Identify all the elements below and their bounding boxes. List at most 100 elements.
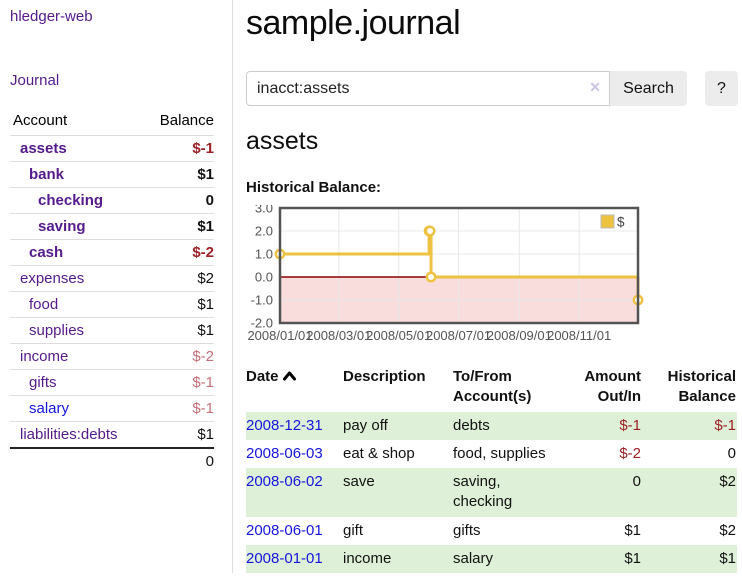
account-link-salary[interactable]: salary bbox=[29, 400, 70, 417]
svg-text:1.0: 1.0 bbox=[255, 247, 273, 262]
column-date[interactable]: Date bbox=[246, 366, 343, 412]
account-balance: $1 bbox=[197, 218, 214, 235]
svg-text:$: $ bbox=[617, 215, 625, 230]
svg-text:0.0: 0.0 bbox=[255, 270, 273, 285]
register-balance-cell: $1 bbox=[642, 544, 737, 573]
account-row: liabilities:debts $1 bbox=[10, 421, 214, 447]
account-row: bank $1 bbox=[10, 161, 214, 187]
account-link-gifts[interactable]: gifts bbox=[29, 374, 57, 391]
register-balance-cell: $2 bbox=[719, 521, 736, 539]
accounts-table-header: Account Balance bbox=[10, 110, 214, 135]
accounts-table: Account Balance assets $-1 bank $1 checking 0… bbox=[10, 110, 214, 474]
account-row: assets $-1 bbox=[10, 135, 214, 161]
account-link-assets[interactable]: assets bbox=[20, 140, 67, 157]
register-date-link[interactable]: 2008-06-01 bbox=[246, 521, 323, 539]
account-balance: $-1 bbox=[192, 140, 214, 157]
account-balance: $1 bbox=[197, 322, 214, 339]
account-row: food $1 bbox=[10, 291, 214, 317]
register-table: Date Description To/From Account(s) Amou… bbox=[246, 366, 737, 573]
register-date-cell: 2008-12-31 bbox=[246, 411, 343, 440]
register-description-cell: pay off bbox=[343, 411, 453, 440]
register-description-cell: income bbox=[343, 544, 453, 573]
svg-text:-2.0: -2.0 bbox=[251, 316, 273, 331]
account-link-food[interactable]: food bbox=[29, 296, 59, 313]
account-balance: $-1 bbox=[192, 400, 214, 417]
register-description-cell: save bbox=[343, 468, 453, 517]
column-accounts: To/From Account(s) bbox=[453, 368, 532, 406]
chart-svg: 3.0 2.0 1.0 0.0 -1.0 -2.02008/01/012008/03/01… bbox=[247, 201, 644, 343]
register-date-link[interactable]: 2008-06-02 bbox=[246, 473, 323, 490]
account-balance: $1 bbox=[197, 426, 214, 443]
register-amount-cell: $-2 bbox=[619, 444, 641, 462]
register-table-body: 2008-12-31 pay off debts $-1 $-1 2008-06-03 ea… bbox=[246, 411, 737, 573]
account-link-liabilities-debts[interactable]: liabilities:debts bbox=[20, 426, 118, 443]
account-balance: $1 bbox=[197, 296, 214, 313]
clear-search-icon[interactable]: ✕ bbox=[589, 79, 601, 95]
chart-title: Historical Balance: bbox=[246, 179, 382, 196]
register-row: 2008-06-01 gift gifts $1 $2 bbox=[246, 517, 737, 545]
account-balance: $-2 bbox=[192, 348, 214, 365]
svg-text:-1.0: -1.0 bbox=[251, 293, 273, 308]
account-link-cash[interactable]: cash bbox=[29, 244, 64, 261]
register-balance-cell: $-1 bbox=[642, 411, 737, 440]
register-amount-cell: $1 bbox=[563, 544, 642, 573]
register-date-cell: 2008-06-01 bbox=[246, 517, 343, 545]
historical-balance-chart: 3.0 2.0 1.0 0.0 -1.0 -2.0 2008/01/01 2008/03/01… bbox=[246, 201, 739, 351]
account-balance: $1 bbox=[197, 166, 214, 183]
svg-text:2008/05/01: 2008/05/01 bbox=[366, 328, 431, 343]
register-row: 2008-06-02 save saving, checking 0 $2 bbox=[246, 468, 737, 517]
register-accounts-cell: salary bbox=[453, 544, 563, 573]
register-amount-cell: 0 bbox=[563, 468, 642, 517]
account-link-expenses[interactable]: expenses bbox=[20, 270, 85, 287]
brand-link[interactable]: hledger-web bbox=[10, 8, 93, 25]
column-description: Description bbox=[343, 368, 426, 385]
register-accounts-cell: saving, checking bbox=[453, 468, 563, 517]
account-link-bank[interactable]: bank bbox=[29, 166, 65, 183]
sidebar-item-journal[interactable]: Journal bbox=[10, 72, 60, 89]
search-input[interactable] bbox=[246, 71, 610, 106]
register-date-cell: 2008-06-03 bbox=[246, 440, 343, 468]
account-row: income $-2 bbox=[10, 343, 214, 369]
register-balance-cell: 0 bbox=[727, 444, 736, 462]
register-balance-cell: $2 bbox=[642, 468, 737, 517]
account-link-checking[interactable]: checking bbox=[38, 192, 104, 209]
search-input-wrap: ✕ bbox=[246, 71, 610, 106]
account-row: cash $-2 bbox=[10, 239, 214, 265]
register-date-link[interactable]: 2008-01-01 bbox=[246, 549, 323, 567]
register-row: 2008-01-01 income salary $1 $1 bbox=[246, 544, 737, 573]
column-balance: Historical Balance bbox=[667, 368, 736, 406]
main-content: sample.journal ✕ Search ? assets Histori… bbox=[233, 0, 742, 573]
account-balance: $2 bbox=[197, 270, 214, 287]
register-amount-cell: $1 bbox=[624, 521, 641, 539]
search-button[interactable]: Search bbox=[610, 71, 687, 106]
svg-text:2.0: 2.0 bbox=[255, 224, 273, 239]
register-date-link[interactable]: 2008-12-31 bbox=[246, 416, 323, 434]
help-button[interactable]: ? bbox=[705, 71, 738, 106]
sort-ascending-icon bbox=[282, 371, 296, 381]
column-amount: Amount Out/In bbox=[584, 368, 641, 406]
account-link-income[interactable]: income bbox=[20, 348, 69, 365]
account-heading: assets bbox=[246, 127, 319, 155]
account-balance: $-1 bbox=[192, 374, 214, 391]
account-link-supplies[interactable]: supplies bbox=[29, 322, 85, 339]
register-amount-cell: $-1 bbox=[563, 411, 642, 440]
account-row: checking 0 bbox=[10, 187, 214, 213]
account-balance: 0 bbox=[205, 192, 214, 209]
register-description-cell: gift bbox=[343, 521, 364, 539]
register-description-cell: eat & shop bbox=[343, 444, 415, 462]
register-row: 2008-12-31 pay off debts $-1 $-1 bbox=[246, 411, 737, 440]
accounts-table-body: assets $-1 bank $1 checking 0 saving $1 cash $-2 e… bbox=[10, 135, 214, 447]
account-row: salary $-1 bbox=[10, 395, 214, 421]
svg-text:2008/09/01: 2008/09/01 bbox=[487, 328, 552, 343]
account-row: gifts $-1 bbox=[10, 369, 214, 395]
register-date-link[interactable]: 2008-06-03 bbox=[246, 444, 323, 462]
accounts-column-account: Account bbox=[13, 112, 68, 129]
svg-text:2008/11/01: 2008/11/01 bbox=[547, 328, 611, 343]
account-link-saving[interactable]: saving bbox=[38, 218, 86, 235]
register-date-cell: 2008-01-01 bbox=[246, 544, 343, 573]
svg-text:2008/07/01: 2008/07/01 bbox=[426, 328, 491, 343]
search-bar: ✕ Search ? bbox=[246, 71, 739, 106]
accounts-total: 0 bbox=[10, 447, 214, 474]
accounts-column-balance: Balance bbox=[159, 112, 214, 129]
register-accounts-cell: gifts bbox=[453, 521, 481, 539]
